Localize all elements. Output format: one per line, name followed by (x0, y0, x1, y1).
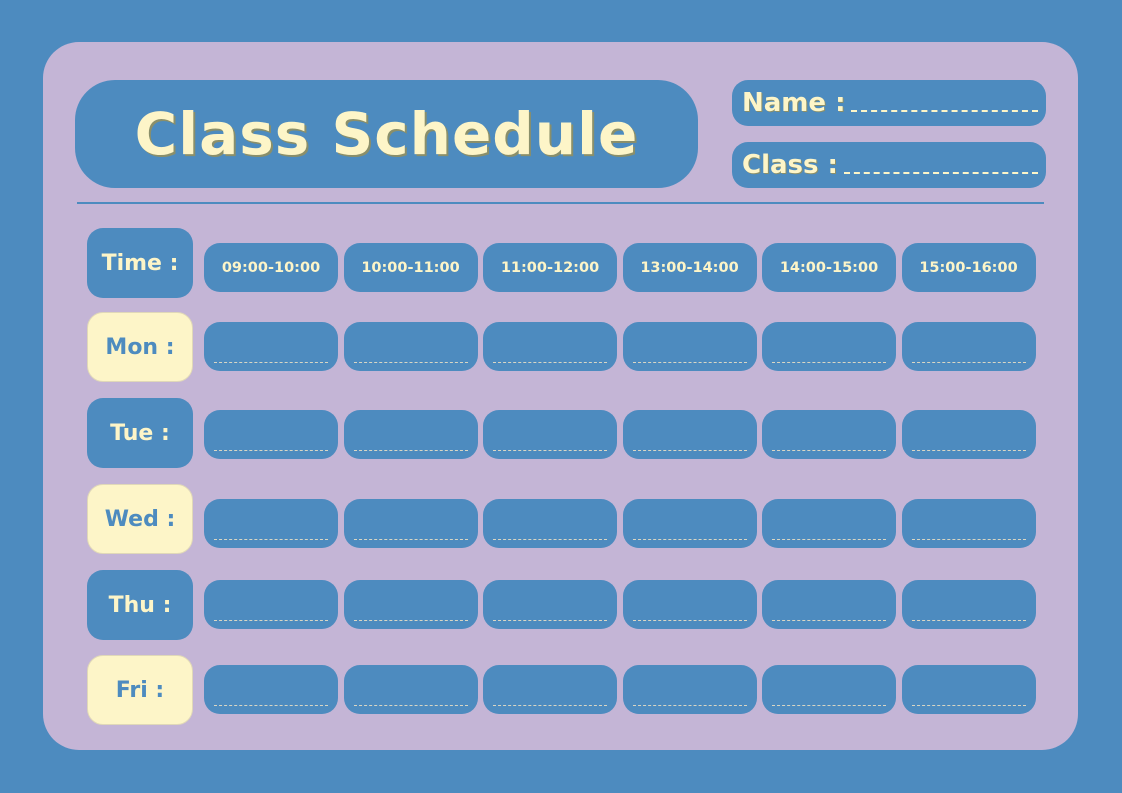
cell-line (493, 620, 607, 621)
day-label: Fri : (87, 655, 193, 725)
cell-line (772, 362, 886, 363)
time-slot-header: 10:00-11:00 (343, 243, 478, 292)
cell-line (353, 620, 468, 621)
schedule-cell[interactable] (622, 499, 757, 548)
schedule-cell[interactable] (483, 665, 617, 714)
schedule-cell[interactable] (204, 410, 338, 459)
schedule-cell[interactable] (762, 322, 896, 371)
schedule-cell[interactable] (762, 665, 896, 714)
time-slot-header: 09:00-10:00 (204, 243, 338, 292)
schedule-cell[interactable] (762, 580, 896, 629)
schedule-cell[interactable] (762, 410, 896, 459)
schedule-cell[interactable] (343, 499, 478, 548)
cell-line (493, 539, 607, 540)
schedule-cell[interactable] (762, 499, 896, 548)
time-slot-header: 13:00-14:00 (622, 243, 757, 292)
day-label: Wed : (87, 484, 193, 554)
name-line[interactable] (851, 110, 1038, 112)
day-label: Tue : (87, 398, 193, 468)
cell-line (911, 450, 1026, 451)
cell-line (493, 450, 607, 451)
schedule-cell[interactable] (483, 322, 617, 371)
cell-line (353, 539, 468, 540)
cell-line (632, 705, 747, 706)
schedule-cell[interactable] (622, 322, 757, 371)
cell-line (353, 450, 468, 451)
class-label: Class : (742, 150, 838, 180)
name-field[interactable]: Name : (732, 80, 1046, 126)
title-banner: Class Schedule (75, 80, 698, 188)
schedule-cell[interactable] (901, 580, 1036, 629)
cell-line (214, 620, 328, 621)
schedule-cell[interactable] (901, 410, 1036, 459)
schedule-cell[interactable] (901, 499, 1036, 548)
schedule-cell[interactable] (622, 410, 757, 459)
cell-line (493, 705, 607, 706)
schedule-cell[interactable] (204, 322, 338, 371)
cell-line (214, 539, 328, 540)
time-slot-header: 14:00-15:00 (762, 243, 896, 292)
cell-line (353, 705, 468, 706)
cell-line (632, 362, 747, 363)
time-label: Time : (87, 228, 193, 298)
schedule-cell[interactable] (483, 499, 617, 548)
schedule-cell[interactable] (622, 580, 757, 629)
cell-line (911, 539, 1026, 540)
cell-line (772, 539, 886, 540)
cell-line (632, 450, 747, 451)
schedule-cell[interactable] (343, 665, 478, 714)
page-title: Class Schedule (134, 100, 639, 168)
time-slot-header: 15:00-16:00 (901, 243, 1036, 292)
name-label: Name : (742, 88, 846, 118)
schedule-cell[interactable] (343, 322, 478, 371)
cell-line (632, 539, 747, 540)
schedule-cell[interactable] (204, 499, 338, 548)
class-field[interactable]: Class : (732, 142, 1046, 188)
cell-line (911, 362, 1026, 363)
cell-line (214, 450, 328, 451)
schedule-cell[interactable] (622, 665, 757, 714)
schedule-cell[interactable] (343, 580, 478, 629)
cell-line (493, 362, 607, 363)
cell-line (911, 620, 1026, 621)
schedule-cell[interactable] (483, 580, 617, 629)
day-label: Mon : (87, 312, 193, 382)
schedule-cell[interactable] (204, 580, 338, 629)
cell-line (911, 705, 1026, 706)
cell-line (353, 362, 468, 363)
schedule-cell[interactable] (483, 410, 617, 459)
schedule-cell[interactable] (901, 322, 1036, 371)
cell-line (214, 362, 328, 363)
class-line[interactable] (843, 172, 1038, 174)
divider (77, 202, 1044, 204)
cell-line (772, 705, 886, 706)
schedule-cell[interactable] (343, 410, 478, 459)
cell-line (214, 705, 328, 706)
time-slot-header: 11:00-12:00 (483, 243, 617, 292)
schedule-cell[interactable] (901, 665, 1036, 714)
cell-line (632, 620, 747, 621)
cell-line (772, 620, 886, 621)
cell-line (772, 450, 886, 451)
schedule-cell[interactable] (204, 665, 338, 714)
day-label: Thu : (87, 570, 193, 640)
